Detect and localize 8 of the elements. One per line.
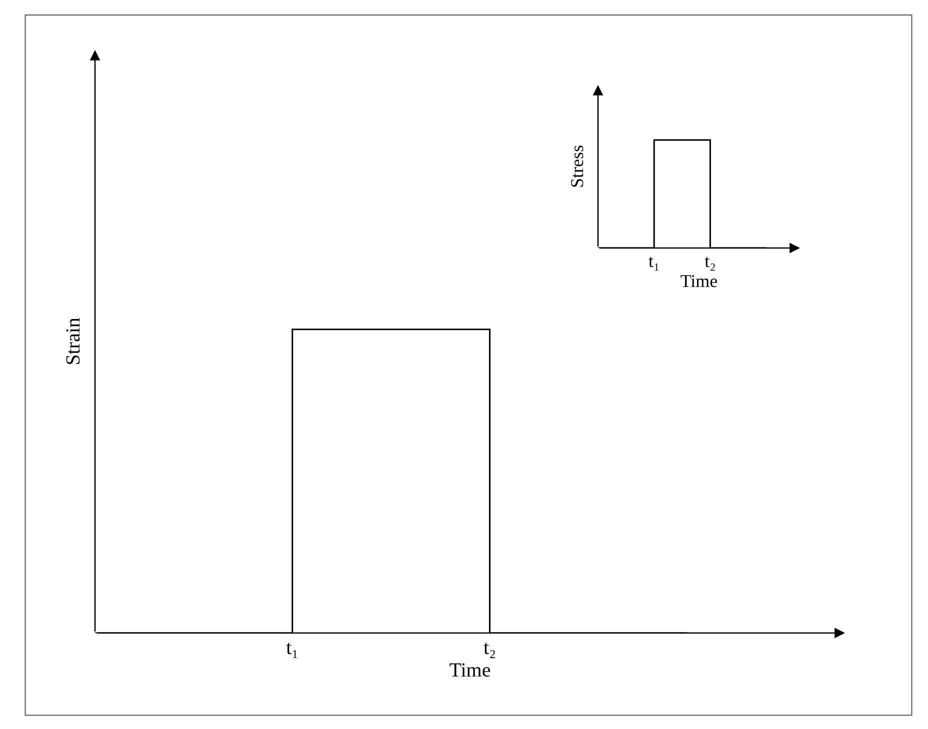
y-axis-title: Stress (567, 144, 588, 188)
x-tick-label: t₂ (704, 251, 716, 271)
x-tick-label: t₂ (483, 637, 496, 659)
x-tick-label: t₁ (286, 637, 299, 659)
y-axis-title: Strain (62, 318, 84, 366)
x-axis-title: Time (680, 271, 718, 292)
x-axis-title: Time (449, 660, 491, 682)
x-tick-label: t₁ (648, 251, 660, 271)
